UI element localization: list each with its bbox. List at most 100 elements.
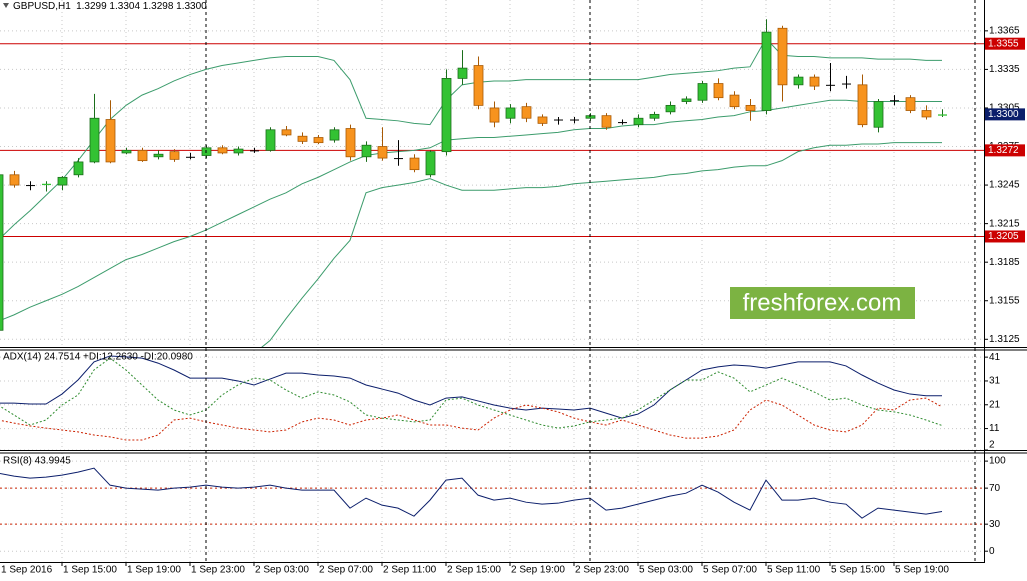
panel-plot [0, 467, 984, 525]
x-tick-label: 1 Sep 2016 [1, 565, 53, 576]
series-line [261, 142, 942, 347]
y-tick-label: 2 [989, 440, 995, 451]
candle-body [505, 107, 516, 119]
candle-body [521, 106, 532, 119]
level-label: 1.3355 [988, 38, 1019, 49]
x-tick-label: 2 Sep 03:00 [255, 565, 309, 576]
series-line [0, 355, 942, 419]
candle-body [0, 174, 4, 331]
candle-body [473, 65, 484, 106]
y-tick-label: 30 [989, 519, 1001, 530]
candle-body [938, 114, 947, 116]
candle-body [665, 104, 676, 113]
y-tick-label: 1.3155 [989, 295, 1020, 306]
candle-body [169, 151, 180, 160]
watermark: freshforex.com [743, 289, 902, 316]
y-tick-label: 1.3245 [989, 180, 1020, 191]
x-tick-label: 1 Sep 23:00 [191, 565, 245, 576]
level-label-box [985, 37, 1025, 50]
candle-body [57, 176, 68, 186]
candle-body [873, 101, 884, 128]
candle-body [361, 144, 372, 158]
candle-body [297, 135, 308, 142]
candle-body [857, 84, 868, 126]
y-tick-label: 21 [989, 399, 1001, 410]
panel-plot [0, 355, 943, 441]
candle-body [697, 83, 708, 101]
candle-body [73, 161, 84, 176]
candle-body [153, 153, 164, 158]
level-label: 1.3205 [988, 231, 1019, 242]
candle-body [842, 83, 851, 85]
candle-body [618, 122, 627, 124]
candle-body [681, 98, 692, 102]
candle-body [729, 94, 740, 108]
candle-body [409, 157, 420, 171]
chart-header: GBPUSD,H1 1.3299 1.3304 1.3298 1.3300 [13, 1, 207, 12]
candle-body [745, 104, 756, 111]
candle-body [377, 146, 388, 159]
candle-body [441, 77, 452, 153]
x-tick-label: 2 Sep 11:00 [383, 565, 437, 576]
x-tick-label: 5 Sep 11:00 [767, 565, 821, 576]
candle-body [554, 119, 563, 121]
candle-body [217, 147, 228, 154]
y-tick-label: 1.3365 [989, 25, 1020, 36]
last-price-box [985, 108, 1025, 121]
candle-body [329, 129, 340, 141]
candle-body [265, 129, 276, 151]
watermark-box [730, 287, 915, 319]
candle-body [186, 156, 195, 158]
series-line [0, 397, 943, 441]
candle-body [345, 128, 356, 158]
candle-body [457, 67, 468, 79]
rsi-title: RSI(8) 43.9945 [3, 456, 71, 467]
level-label-box [985, 230, 1025, 243]
panel-grid [0, 350, 984, 450]
candle-body [570, 119, 579, 121]
candle-body [777, 27, 788, 86]
level-label: 1.3272 [988, 145, 1019, 156]
candle-body [394, 158, 403, 160]
candle-body [826, 84, 835, 86]
candle-body [121, 149, 132, 154]
candle-body [809, 76, 820, 87]
candle-body [105, 119, 116, 163]
candle-body [601, 115, 612, 128]
y-tick-label: 1.3335 [989, 64, 1020, 75]
x-tick-label: 2 Sep 19:00 [511, 565, 565, 576]
y-tick-label: 0 [989, 546, 995, 557]
candle-body [713, 83, 724, 99]
x-tick-label: 2 Sep 07:00 [319, 565, 373, 576]
x-tick-label: 2 Sep 15:00 [447, 565, 501, 576]
candle-body [26, 185, 35, 187]
candle-body [250, 150, 259, 152]
y-tick-label: 1.3305 [989, 103, 1020, 114]
candle-body [281, 129, 292, 136]
ohlc-values: 1.3299 1.3304 1.3298 1.3300 [76, 1, 207, 12]
series-line [0, 99, 942, 322]
candle-body [537, 116, 548, 124]
candle-body [921, 110, 932, 118]
symbol-title: GBPUSD,H1 [13, 1, 71, 12]
series-line [0, 467, 943, 519]
x-tick-label: 5 Sep 15:00 [831, 565, 885, 576]
y-tick-label: 100 [989, 456, 1006, 467]
candle-body [137, 149, 148, 162]
y-tick-label: 31 [989, 376, 1001, 387]
level-label-box [985, 144, 1025, 157]
candle-body [761, 31, 772, 111]
x-tick-label: 5 Sep 03:00 [639, 565, 693, 576]
candle-body [42, 183, 51, 186]
x-tick-label: 5 Sep 07:00 [703, 565, 757, 576]
candle-body [633, 117, 644, 126]
y-tick-label: 1.3215 [989, 218, 1020, 229]
x-tick-label: 1 Sep 19:00 [127, 565, 181, 576]
candle-body [793, 76, 804, 86]
candle-body [425, 151, 436, 176]
y-tick-label: 41 [989, 352, 1001, 363]
candle-body [489, 107, 500, 123]
last-price-label: 1.3300 [988, 109, 1019, 120]
y-tick-label: 1.3125 [989, 334, 1020, 345]
